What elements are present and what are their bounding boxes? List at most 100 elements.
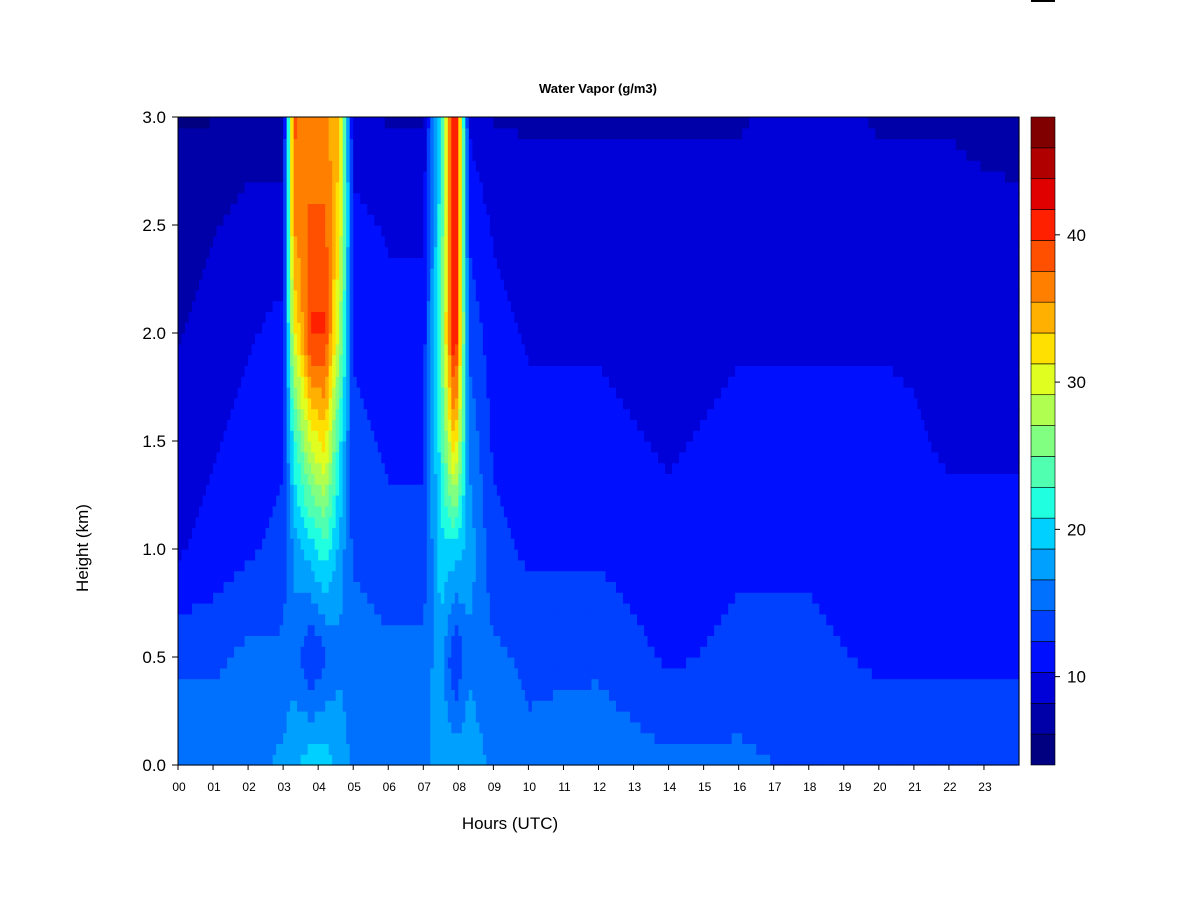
- heatmap-cell: [234, 743, 239, 755]
- heatmap-cell: [213, 527, 218, 539]
- heatmap-cell: [195, 678, 200, 690]
- heatmap-cell: [307, 581, 312, 593]
- heatmap-cell: [262, 451, 267, 464]
- heatmap-cell: [440, 322, 445, 334]
- heatmap-cell: [300, 268, 305, 280]
- heatmap-cell: [447, 592, 452, 604]
- heatmap-cell: [234, 721, 239, 734]
- heatmap-cell: [426, 462, 431, 474]
- heatmap-cell: [332, 289, 337, 302]
- heatmap-cell: [185, 289, 190, 302]
- heatmap-cell: [251, 721, 256, 734]
- heatmap-cell: [269, 408, 274, 420]
- heatmap-cell: [465, 181, 470, 194]
- heatmap-cell: [405, 225, 410, 237]
- heatmap-cell: [321, 516, 326, 528]
- heatmap-cell: [314, 732, 319, 744]
- heatmap-cell: [290, 516, 295, 528]
- heatmap-cell: [388, 322, 393, 334]
- heatmap-cell: [227, 613, 232, 626]
- heatmap-cell: [258, 225, 263, 237]
- heatmap-cell: [255, 387, 260, 399]
- heatmap-cell: [433, 419, 438, 431]
- heatmap-cell: [307, 743, 312, 755]
- heatmap-cell: [405, 603, 410, 615]
- heatmap-cell: [262, 613, 267, 626]
- heatmap-cell: [349, 300, 354, 312]
- heatmap-cell: [444, 322, 449, 334]
- heatmap-cell: [290, 181, 295, 194]
- heatmap-cell: [216, 754, 221, 766]
- heatmap-cell: [251, 117, 256, 129]
- heatmap-cell: [283, 505, 288, 518]
- heatmap-cell: [444, 268, 449, 280]
- heatmap-cell: [356, 149, 361, 161]
- heatmap-cell: [419, 667, 424, 680]
- heatmap-cell: [276, 581, 281, 593]
- heatmap-cell: [178, 559, 183, 572]
- heatmap-cell: [360, 495, 365, 507]
- heatmap-cell: [244, 289, 249, 302]
- heatmap-cell: [188, 711, 193, 723]
- heatmap-cell: [388, 603, 393, 615]
- heatmap-cell: [391, 495, 396, 507]
- heatmap-cell: [181, 365, 186, 377]
- heatmap-cell: [398, 451, 403, 464]
- heatmap-cell: [262, 322, 267, 334]
- heatmap-cell: [384, 516, 389, 528]
- heatmap-cell: [346, 181, 351, 194]
- heatmap-cell: [248, 538, 253, 550]
- heatmap-cell: [237, 235, 242, 248]
- heatmap-cell: [244, 570, 249, 582]
- heatmap-cell: [377, 657, 382, 669]
- heatmap-cell: [335, 257, 340, 269]
- heatmap-cell: [206, 613, 211, 626]
- heatmap-cell: [405, 667, 410, 680]
- heatmap-cell: [262, 127, 267, 140]
- heatmap-cell: [454, 721, 459, 734]
- heatmap-cell: [321, 646, 326, 658]
- heatmap-cell: [349, 678, 354, 690]
- heatmap-cell: [248, 279, 253, 291]
- heatmap-cell: [433, 138, 438, 150]
- heatmap-cell: [430, 203, 435, 215]
- heatmap-cell: [209, 451, 214, 464]
- heatmap-cell: [416, 635, 421, 647]
- heatmap-cell: [447, 181, 452, 194]
- heatmap-cell: [199, 473, 204, 485]
- heatmap-cell: [265, 322, 270, 334]
- heatmap-cell: [304, 484, 309, 496]
- heatmap-cell: [430, 333, 435, 345]
- heatmap-cell: [381, 376, 386, 388]
- heatmap-cell: [325, 333, 330, 345]
- heatmap-cell: [367, 603, 372, 615]
- heatmap-cell: [426, 214, 431, 226]
- heatmap-cell: [216, 419, 221, 431]
- heatmap-cell: [262, 581, 267, 593]
- heatmap-cell: [314, 646, 319, 658]
- heatmap-cell: [370, 225, 375, 237]
- heatmap-cell: [262, 570, 267, 582]
- heatmap-cell: [276, 721, 281, 734]
- heatmap-cell: [230, 138, 235, 150]
- heatmap-cell: [367, 667, 372, 680]
- heatmap-cell: [265, 538, 270, 550]
- heatmap-cell: [325, 117, 330, 129]
- heatmap-cell: [269, 138, 274, 150]
- heatmap-cell: [307, 711, 312, 723]
- heatmap-cell: [202, 203, 207, 215]
- heatmap-cell: [223, 451, 228, 464]
- heatmap-cell: [206, 387, 211, 399]
- heatmap-cell: [304, 343, 309, 356]
- heatmap-cell: [202, 667, 207, 680]
- heatmap-cell: [374, 376, 379, 388]
- heatmap-cell: [458, 624, 463, 636]
- heatmap-cell: [363, 343, 368, 356]
- heatmap-cell: [262, 538, 267, 550]
- heatmap-cell: [272, 495, 277, 507]
- heatmap-cell: [293, 397, 298, 410]
- heatmap-cell: [465, 711, 470, 723]
- heatmap-cell: [405, 333, 410, 345]
- heatmap-cell: [342, 743, 347, 755]
- heatmap-cell: [286, 667, 291, 680]
